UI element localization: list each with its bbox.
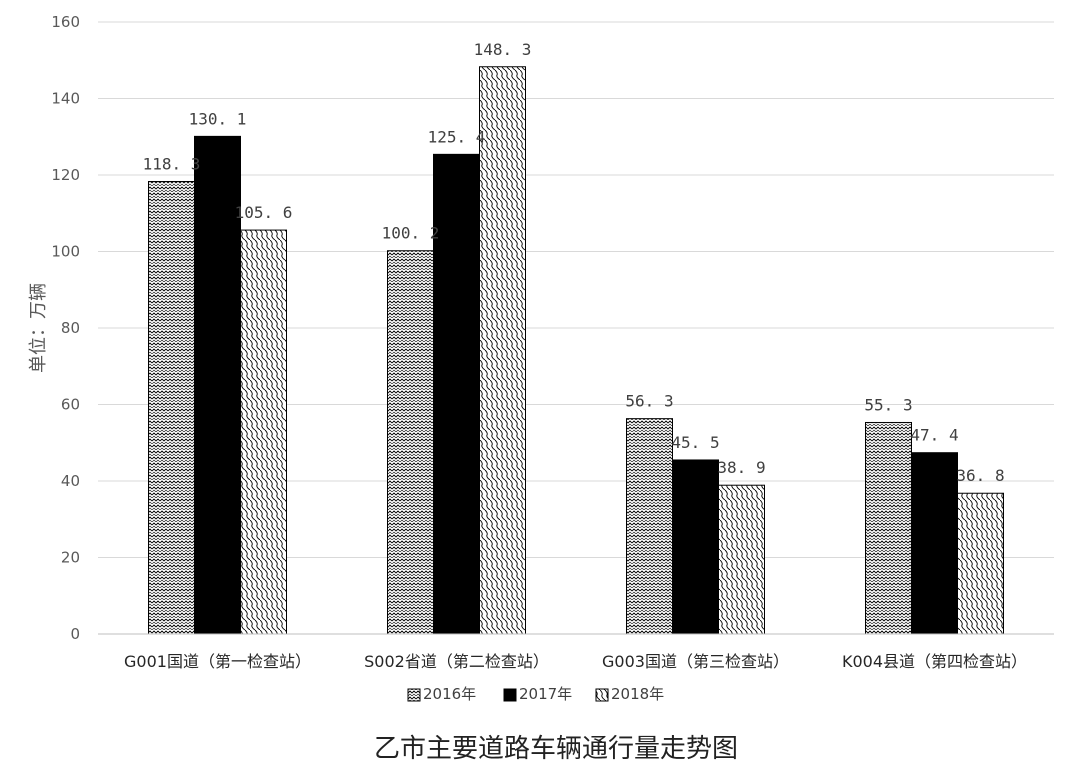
bar-2017年-2 xyxy=(433,153,480,635)
y-tick-label: 140 xyxy=(51,90,80,108)
data-label: 36. 8 xyxy=(956,466,1004,485)
data-label: 118. 3 xyxy=(143,155,201,174)
bar-2016年-3 xyxy=(626,418,673,635)
bar-2018年-3 xyxy=(718,484,765,635)
legend-label: 2016年 xyxy=(423,685,476,703)
category-label: K004县道（第四检查站） xyxy=(842,652,1027,671)
data-label: 100. 2 xyxy=(382,224,440,243)
data-label: 56. 3 xyxy=(625,392,673,411)
bar-2018年-4 xyxy=(957,492,1004,635)
bar-2018年-1 xyxy=(240,229,287,635)
y-tick-label: 60 xyxy=(61,396,80,414)
data-label: 45. 5 xyxy=(671,433,719,452)
y-tick-label: 40 xyxy=(61,472,80,490)
data-label: 55. 3 xyxy=(864,395,912,414)
data-label: 105. 6 xyxy=(235,203,293,222)
bar-2017年-3 xyxy=(672,459,719,635)
y-tick-label: 120 xyxy=(51,166,80,184)
bar-2016年-4 xyxy=(865,421,912,635)
data-label: 148. 3 xyxy=(474,40,532,59)
y-axis-label: 单位：万辆 xyxy=(28,283,49,373)
legend-label: 2017年 xyxy=(519,685,572,703)
data-label: 130. 1 xyxy=(189,109,247,128)
y-tick-label: 80 xyxy=(61,319,80,337)
data-label: 47. 4 xyxy=(910,426,958,445)
y-tick-label: 160 xyxy=(51,13,80,31)
y-tick-label: 0 xyxy=(70,625,80,643)
legend: 2016年 2017年 2018年 xyxy=(407,685,664,703)
legend-label: 2018年 xyxy=(611,685,664,703)
y-tick-label: 100 xyxy=(51,243,80,261)
data-label: 38. 9 xyxy=(717,458,765,477)
category-label: G003国道（第三检查站） xyxy=(602,652,789,671)
category-labels: G001国道（第一检查站） S002省道（第二检查站） G003国道（第三检查站） K… xyxy=(124,652,1027,671)
data-labels: 118. 3 130. 1 105. 6 100. 2 125. 4 148. 3 56. … xyxy=(143,40,1005,485)
legend-swatch-2018年 xyxy=(595,688,609,702)
bar-2016年-1 xyxy=(148,181,195,635)
y-axis-ticks: 0 20 40 60 80 100 120 140 160 xyxy=(51,13,80,643)
legend-swatch-2017年 xyxy=(503,688,517,702)
data-label: 125. 4 xyxy=(428,127,486,146)
bar-2016年-2 xyxy=(387,250,434,635)
bar-2018年-2 xyxy=(479,66,526,635)
y-tick-label: 20 xyxy=(61,549,80,567)
category-label: S002省道（第二检查站） xyxy=(364,652,549,671)
category-label: G001国道（第一检查站） xyxy=(124,652,311,671)
bars xyxy=(148,66,1004,635)
legend-swatch-2016年 xyxy=(407,688,421,702)
bar-2017年-4 xyxy=(911,452,958,635)
bar-2017年-1 xyxy=(194,135,241,635)
chart-title: 乙市主要道路车辆通行量走势图 xyxy=(374,734,738,764)
